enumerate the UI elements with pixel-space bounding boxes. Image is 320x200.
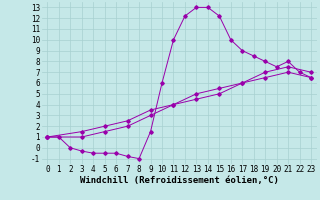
X-axis label: Windchill (Refroidissement éolien,°C): Windchill (Refroidissement éolien,°C) [80, 176, 279, 185]
